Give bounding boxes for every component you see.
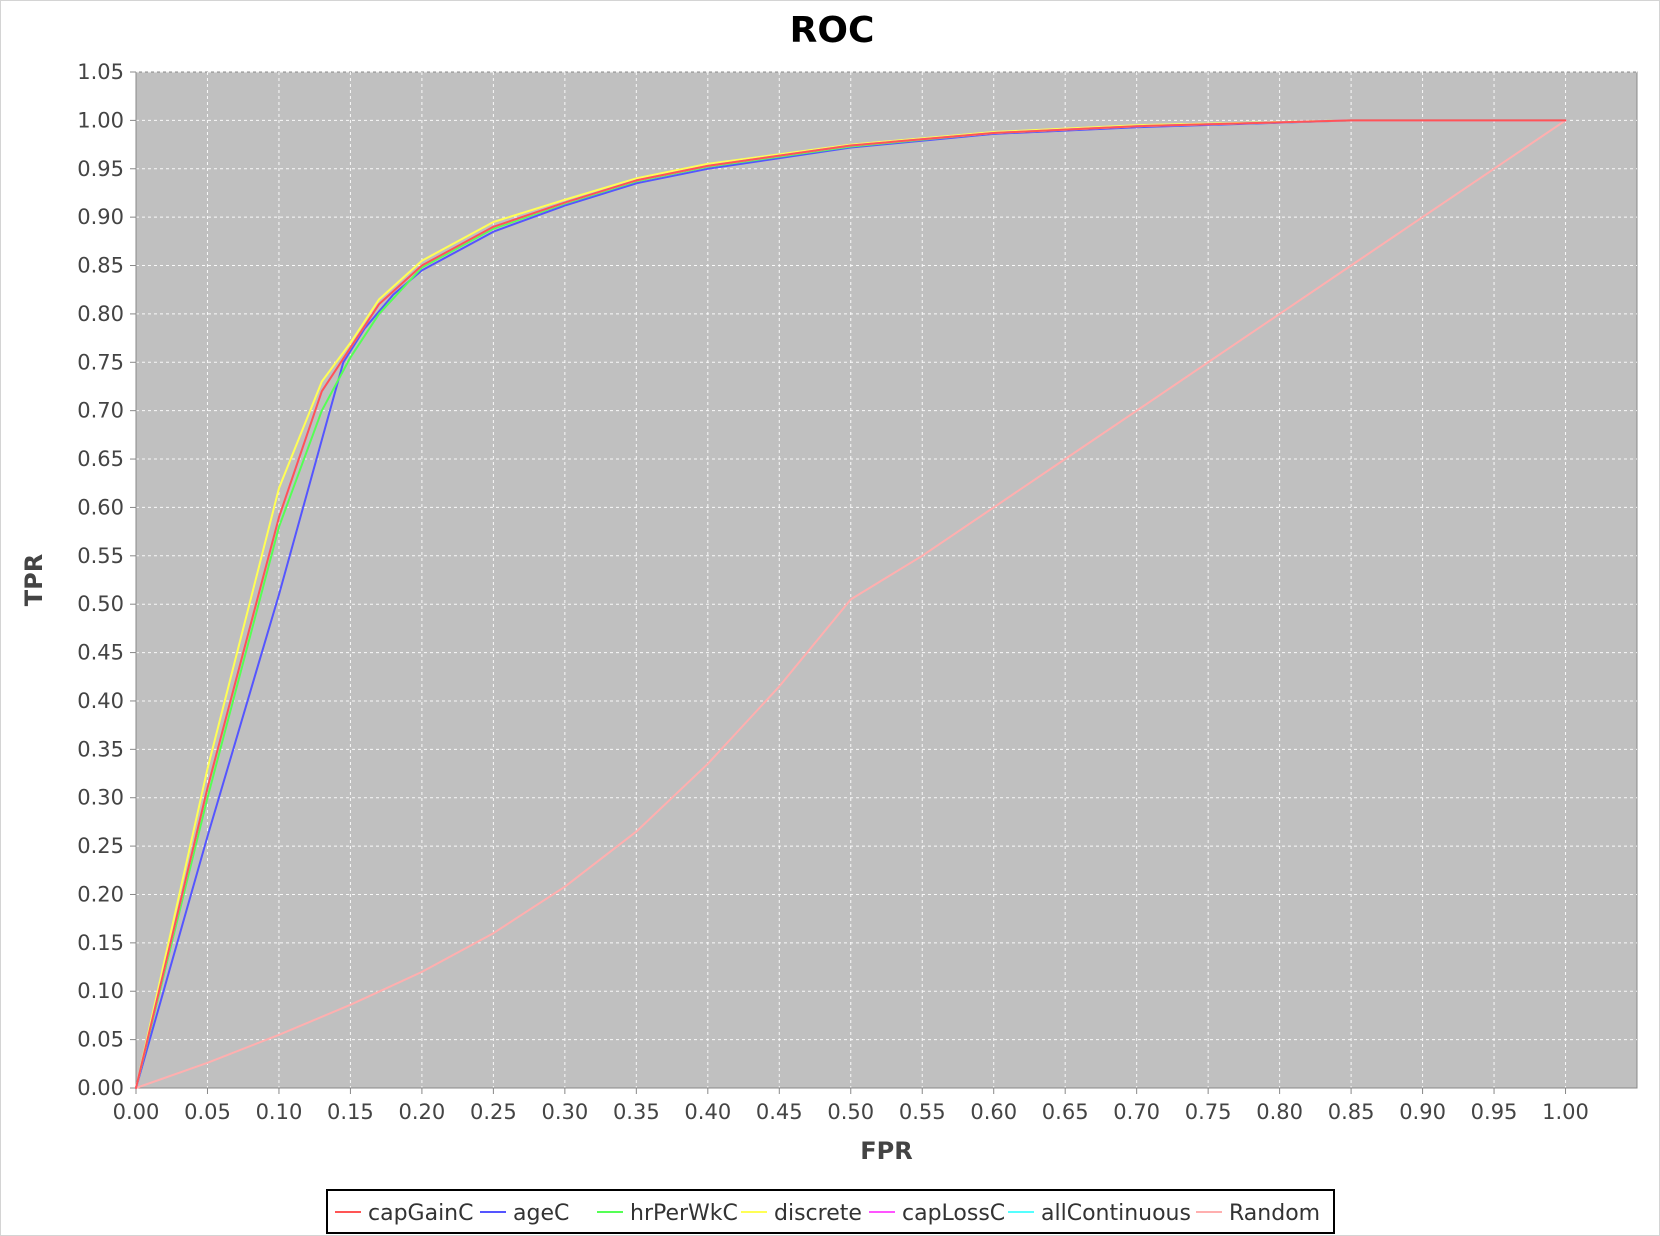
x-tick-label: 0.70 <box>1113 1100 1160 1124</box>
y-tick-label: 0.35 <box>77 737 124 761</box>
x-tick-label: 0.05 <box>184 1100 231 1124</box>
y-tick-label: 0.50 <box>77 592 124 616</box>
chart-title: ROC <box>790 10 875 51</box>
x-tick-label: 0.30 <box>541 1100 588 1124</box>
legend: capGainC ageC hrPerWkC discrete capLossC allC… <box>326 1189 1335 1234</box>
x-axis-title: FPR <box>860 1137 912 1165</box>
x-tick-label: 0.00 <box>113 1100 160 1124</box>
x-tick-label: 0.20 <box>399 1100 446 1124</box>
x-tick-label: 0.75 <box>1185 1100 1232 1124</box>
y-tick-label: 1.00 <box>77 108 124 132</box>
x-tick-label: 0.35 <box>613 1100 660 1124</box>
x-tick-label: 0.45 <box>756 1100 803 1124</box>
y-tick-label: 0.55 <box>77 544 124 568</box>
x-tick-label: 0.25 <box>470 1100 517 1124</box>
legend-label-capgainc: capGainC <box>368 1201 474 1226</box>
y-tick-label: 0.65 <box>77 447 124 471</box>
y-tick-label: 0.85 <box>77 254 124 278</box>
y-tick-label: 0.90 <box>77 205 124 229</box>
y-tick-label: 0.10 <box>77 979 124 1003</box>
x-tick-label: 0.95 <box>1471 1100 1518 1124</box>
y-tick-label: 1.05 <box>77 60 124 84</box>
legend-label-caplossc: capLossC <box>902 1201 1005 1226</box>
x-tick-label: 0.90 <box>1399 1100 1446 1124</box>
y-tick-label: 0.45 <box>77 641 124 665</box>
y-tick-label: 0.80 <box>77 302 124 326</box>
legend-label-hrperwkc: hrPerWkC <box>630 1201 738 1226</box>
y-axis-title: TPR <box>20 554 48 606</box>
y-tick-label: 0.60 <box>77 495 124 519</box>
x-tick-label: 0.15 <box>327 1100 374 1124</box>
x-tick-label: 0.50 <box>827 1100 874 1124</box>
x-tick-label: 0.40 <box>684 1100 731 1124</box>
legend-label-discrete: discrete <box>774 1201 862 1226</box>
y-tick-label: 0.20 <box>77 882 124 906</box>
series-lines <box>135 119 1567 1089</box>
series-line-random <box>135 119 1567 1089</box>
y-tick-label: 0.25 <box>77 834 124 858</box>
x-tick-label: 0.85 <box>1328 1100 1375 1124</box>
y-tick-label: 0.05 <box>77 1028 124 1052</box>
series-line-capgainc <box>135 119 1567 1089</box>
legend-label-random: Random <box>1229 1201 1320 1226</box>
x-tick-label: 0.80 <box>1256 1100 1303 1124</box>
x-tick-label: 1.00 <box>1542 1100 1589 1124</box>
y-tick-label: 0.15 <box>77 931 124 955</box>
x-tick-label: 0.10 <box>256 1100 303 1124</box>
axes: 0.00 0.05 0.10 0.15 0.20 0.25 0.30 0.35 0.40 0.45… <box>77 60 1637 1124</box>
x-tick-label: 0.65 <box>1042 1100 1089 1124</box>
legend-label-agec: ageC <box>513 1201 569 1226</box>
y-tick-label: 0.30 <box>77 786 124 810</box>
y-tick-label: 0.00 <box>77 1076 124 1100</box>
legend-label-allcontinuous: allContinuous <box>1041 1201 1191 1226</box>
x-tick-label: 0.55 <box>899 1100 946 1124</box>
y-tick-label: 0.40 <box>77 689 124 713</box>
y-tick-label: 0.70 <box>77 399 124 423</box>
y-tick-label: 0.95 <box>77 157 124 181</box>
y-tick-label: 0.75 <box>77 350 124 374</box>
x-tick-label: 0.60 <box>970 1100 1017 1124</box>
